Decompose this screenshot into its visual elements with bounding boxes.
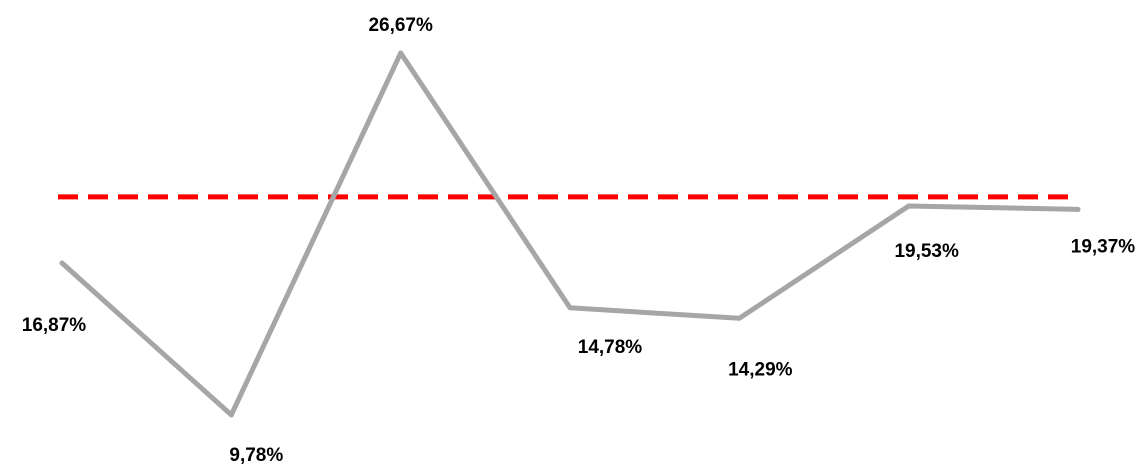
data-label: 26,67% (368, 15, 433, 36)
data-point (567, 305, 573, 311)
series-line-layer (59, 50, 1081, 418)
data-point (906, 203, 912, 209)
data-label: 9,78% (229, 445, 283, 464)
data-point (398, 50, 404, 56)
data-point (736, 315, 742, 321)
data-label: 16,87% (22, 315, 87, 336)
data-label: 19,37% (1071, 236, 1136, 257)
data-point (1075, 206, 1081, 212)
series-line (60, 50, 1079, 418)
data-label: 19,53% (894, 241, 959, 262)
data-label-layer: 16,87% 9,78% 26,67% 14,78% 14,29% 19,53% 19,37… (22, 15, 1136, 464)
data-label: 14,29% (728, 359, 793, 380)
data-point (59, 260, 65, 266)
data-point (228, 412, 234, 418)
data-label: 14,78% (578, 337, 643, 358)
